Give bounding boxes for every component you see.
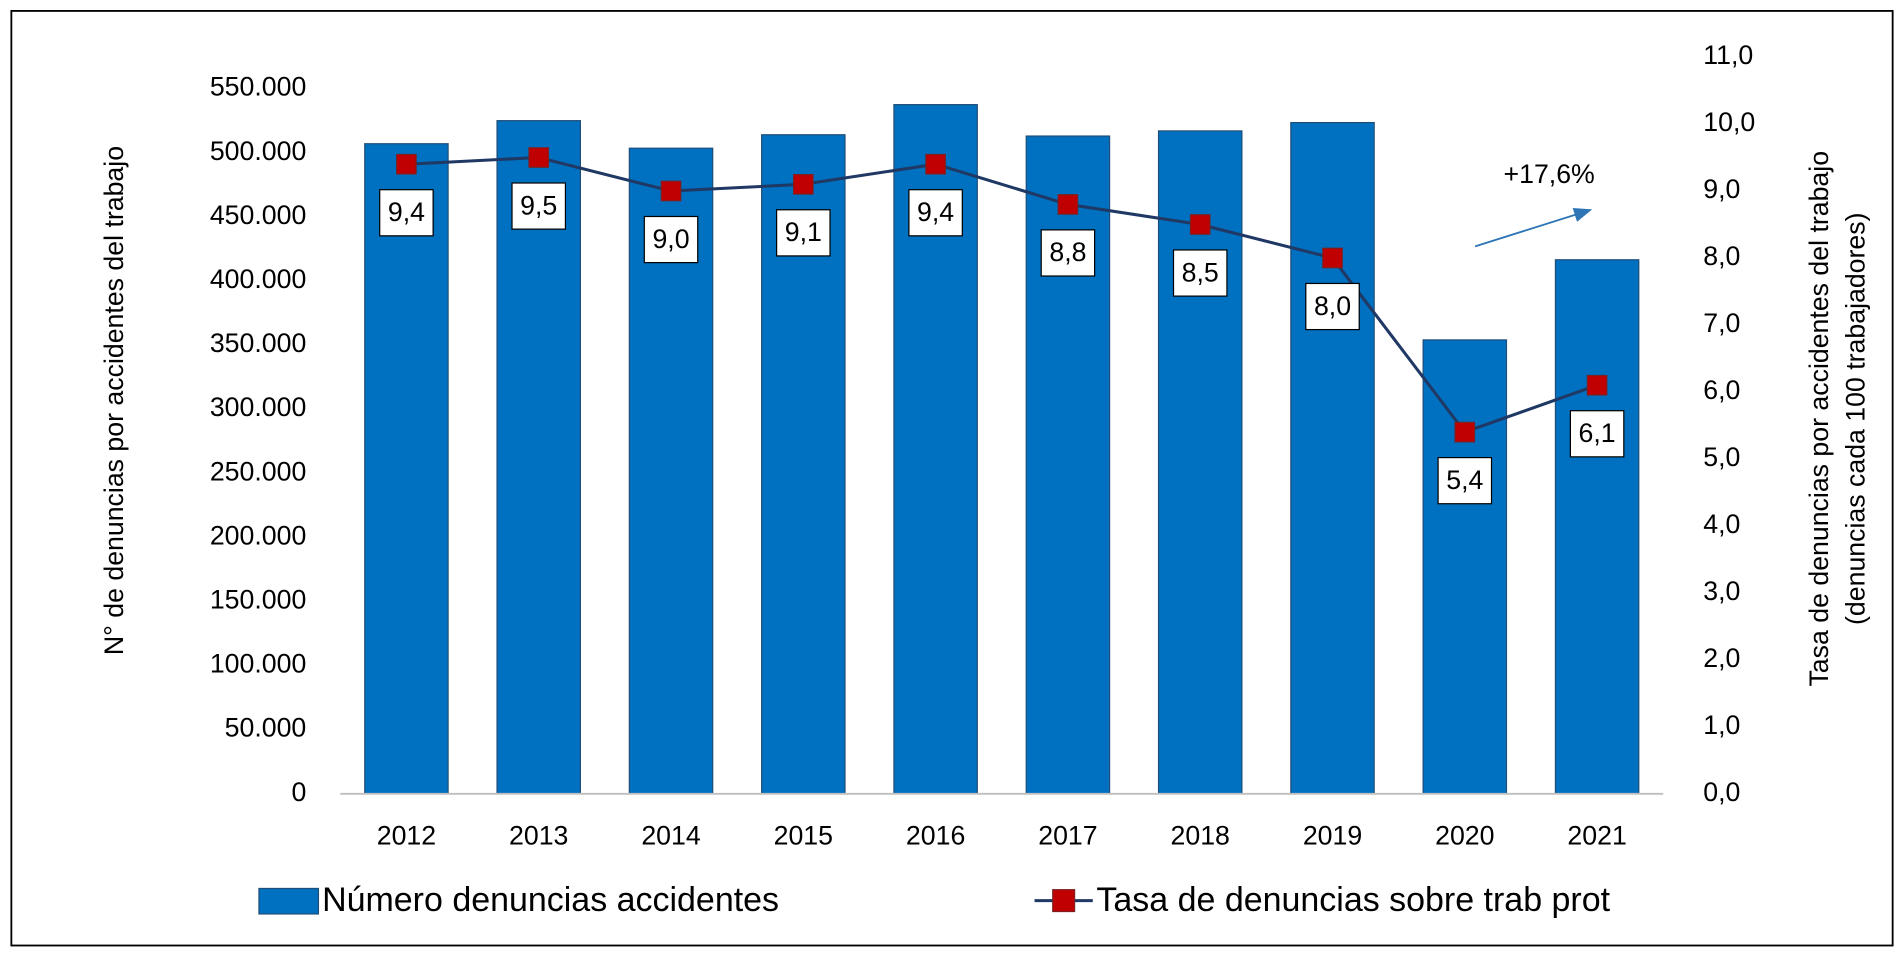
value-label: 8,5 [1182,257,1219,287]
y2-tick-label: 6,0 [1703,375,1740,405]
marker [1586,374,1608,396]
value-label-box [908,189,963,237]
bar [364,143,449,795]
value-label-box [1305,282,1360,331]
marker [1189,214,1211,235]
x-tick-label: 2013 [509,821,568,851]
y2-tick-label: 10,0 [1703,107,1755,137]
value-label-box [643,215,699,264]
bar [1554,259,1640,795]
legend-label: Número denuncias accidentes [322,881,779,919]
y2-tick-label: 8,0 [1703,241,1740,271]
marker [793,173,814,195]
value-label-box [1172,249,1228,297]
y2-tick-label: 3,0 [1703,576,1740,606]
value-label-box [379,189,434,237]
x-tick-label: 2017 [1038,821,1097,851]
marker [1322,247,1343,269]
y2-axis-title: Tasa de denuncias por accidentes del tra… [1804,151,1834,687]
y-tick-label: 250.000 [210,456,306,486]
y-tick-label: 50.000 [225,713,307,743]
y-tick-label: 100.000 [210,649,306,679]
value-label: 9,4 [917,197,954,227]
bar [1157,130,1243,795]
y-tick-label: 450.000 [210,200,306,230]
value-label: 5,4 [1446,465,1483,495]
y-tick-label: 550.000 [210,72,306,102]
y2-axis-title: (denuncias cada 100 trabajadores) [1840,213,1870,625]
x-tick-label: 2012 [377,821,436,851]
legend-swatch [258,887,320,915]
marker [1057,194,1079,215]
legend-label: Tasa de denuncias sobre trab prot [1096,881,1610,919]
y2-tick-label: 0,0 [1703,777,1740,807]
y-axis-title: N° de denuncias por accidentes del traba… [99,146,129,655]
y-tick-label: 500.000 [210,136,306,166]
line [406,155,1598,434]
value-label: 9,5 [520,190,557,220]
value-label-box [1040,229,1096,277]
x-tick-label: 2018 [1171,821,1230,851]
value-label-box [1437,456,1493,505]
bar [1290,121,1375,795]
y2-tick-label: 1,0 [1703,710,1740,740]
x-tick-label: 2021 [1567,821,1626,851]
marker [660,180,682,202]
annotation-arrow [1474,207,1593,248]
bar [496,120,582,795]
y2-tick-label: 5,0 [1703,442,1740,472]
y-tick-label: 350.000 [210,328,306,358]
y2-tick-label: 7,0 [1703,308,1740,338]
y2-tick-label: 11,0 [1703,40,1753,70]
value-label: 9,4 [388,197,425,227]
y-tick-label: 400.000 [210,264,306,294]
annotation: +17,6% [1504,159,1595,189]
y2-tick-label: 2,0 [1703,643,1740,673]
value-label: 9,0 [652,224,689,254]
x-tick-label: 2019 [1303,821,1362,851]
y-tick-label: 150.000 [210,585,306,615]
value-label-box [511,182,567,230]
value-label-box [1569,410,1625,458]
x-tick-label: 2020 [1435,821,1494,851]
marker [1454,421,1476,443]
y2-tick-label: 4,0 [1703,509,1740,539]
value-label: 9,1 [785,217,822,247]
value-label: 8,0 [1314,291,1351,321]
x-tick-label: 2016 [906,821,965,851]
marker [396,153,417,175]
value-label: 6,1 [1579,418,1616,448]
y-tick-label: 200.000 [210,520,306,550]
legend-marker [1052,889,1076,913]
marker [528,147,550,168]
x-tick-label: 2014 [641,821,701,851]
y2-tick-label: 9,0 [1703,174,1740,204]
value-label-box [776,209,831,257]
marker [925,153,946,175]
y-tick-label: 300.000 [210,392,306,422]
value-label: 8,8 [1049,237,1086,267]
y-tick-label: 0 [291,777,306,807]
bar [1422,339,1508,795]
x-tick-label: 2015 [774,821,833,851]
